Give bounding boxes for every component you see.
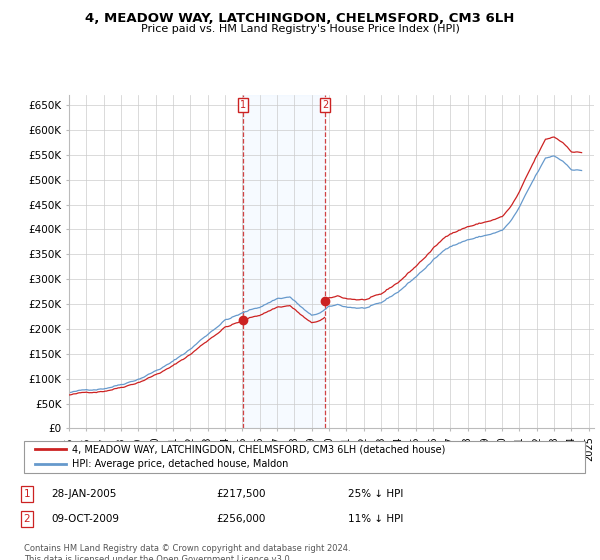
Text: £256,000: £256,000 [216, 514, 265, 524]
Text: 2: 2 [322, 100, 328, 110]
FancyBboxPatch shape [24, 441, 585, 473]
Text: 11% ↓ HPI: 11% ↓ HPI [348, 514, 403, 524]
Text: Contains HM Land Registry data © Crown copyright and database right 2024.
This d: Contains HM Land Registry data © Crown c… [24, 544, 350, 560]
Text: 4, MEADOW WAY, LATCHINGDON, CHELMSFORD, CM3 6LH: 4, MEADOW WAY, LATCHINGDON, CHELMSFORD, … [85, 12, 515, 25]
Text: 1: 1 [23, 489, 31, 499]
Text: 1: 1 [241, 100, 247, 110]
Text: 4, MEADOW WAY, LATCHINGDON, CHELMSFORD, CM3 6LH (detached house): 4, MEADOW WAY, LATCHINGDON, CHELMSFORD, … [71, 445, 445, 455]
Text: £217,500: £217,500 [216, 489, 265, 499]
Bar [244, 95, 325, 428]
Text: Price paid vs. HM Land Registry's House Price Index (HPI): Price paid vs. HM Land Registry's House … [140, 24, 460, 34]
Text: HPI: Average price, detached house, Maldon: HPI: Average price, detached house, Mald… [71, 459, 288, 469]
Text: 25% ↓ HPI: 25% ↓ HPI [348, 489, 403, 499]
Text: 28-JAN-2005: 28-JAN-2005 [51, 489, 116, 499]
Text: 2: 2 [23, 514, 31, 524]
Text: 09-OCT-2009: 09-OCT-2009 [51, 514, 119, 524]
